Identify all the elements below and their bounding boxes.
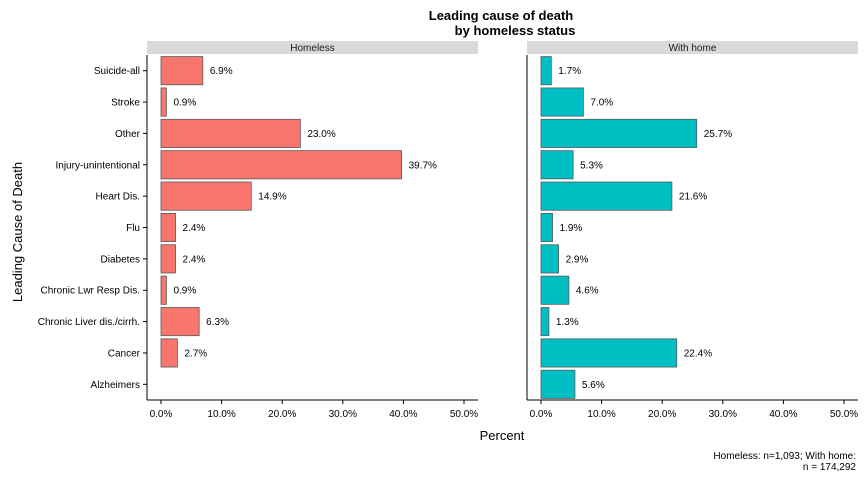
bar xyxy=(160,150,402,180)
bar xyxy=(540,56,552,86)
chart-title-line1: Leading cause of death xyxy=(429,8,574,23)
panel-strip-label: With home xyxy=(669,43,717,54)
panel-strip-label: Homeless xyxy=(290,43,334,54)
bar xyxy=(160,244,176,274)
bar xyxy=(540,212,553,243)
bar-value-label: 2.9% xyxy=(566,254,589,265)
y-tick-labels: Suicide-all Stroke Other Injury-unintention… xyxy=(38,66,147,391)
bar xyxy=(160,275,167,305)
bar-value-label: 6.9% xyxy=(210,66,233,77)
bar-value-label: 2.4% xyxy=(183,223,206,234)
x-tick-label: 40.0% xyxy=(389,409,417,420)
bar xyxy=(540,369,576,399)
bar-value-label: 5.3% xyxy=(580,160,603,171)
y-axis-label: Leading Cause of Death xyxy=(10,162,25,302)
bar xyxy=(540,244,559,274)
chart-title-line2: by homeless status xyxy=(455,23,576,38)
y-tick-label: Stroke xyxy=(111,98,140,109)
x-tick-label: 50.0% xyxy=(830,409,858,420)
bar xyxy=(160,212,176,243)
bar-value-label: 2.7% xyxy=(184,348,207,359)
x-axis-label: Percent xyxy=(480,428,525,443)
bar-value-label: 14.9% xyxy=(258,192,286,203)
panel-strip xyxy=(527,41,858,54)
bar-value-label: 21.6% xyxy=(679,192,707,203)
y-tick-label: Cancer xyxy=(108,348,141,359)
x-tick-label: 0.0% xyxy=(150,409,173,420)
bar xyxy=(160,338,178,368)
bar-value-label: 7.0% xyxy=(590,98,613,109)
panels: Homeless 0.0% 10.0% 20.0% 30.0% 40.0% 50.0% 6.9… xyxy=(146,41,858,420)
y-tick-label: Flu xyxy=(126,223,140,234)
bar xyxy=(160,118,301,148)
bar-value-label: 5.6% xyxy=(582,380,605,391)
y-tick-label: Other xyxy=(115,129,141,140)
y-tick-label: Suicide-all xyxy=(94,66,140,77)
panel-with-home: With home 0.0% 10.0% 20.0% 30.0% 40.0% 50.0% 1.… xyxy=(526,41,858,420)
caption-line2: n = 174,292 xyxy=(803,462,857,473)
y-tick-label: Injury-unintentional xyxy=(56,160,141,171)
y-tick-label: Diabetes xyxy=(101,254,140,265)
bar-value-label: 1.7% xyxy=(558,66,581,77)
bar xyxy=(160,87,167,117)
bar xyxy=(540,118,698,148)
panel-homeless: Homeless 0.0% 10.0% 20.0% 30.0% 40.0% 50.0% 6.9… xyxy=(146,41,478,420)
bar-value-label: 1.9% xyxy=(560,223,583,234)
bar xyxy=(540,275,570,305)
bar-value-label: 25.7% xyxy=(704,129,732,140)
bar xyxy=(160,56,204,86)
x-tick-label: 50.0% xyxy=(450,409,478,420)
bar-value-label: 0.9% xyxy=(173,286,196,297)
x-tick-label: 10.0% xyxy=(587,409,615,420)
x-tick-label: 20.0% xyxy=(268,409,296,420)
x-tick-label: 20.0% xyxy=(648,409,676,420)
bar xyxy=(540,87,584,117)
y-tick-label: Alzheimers xyxy=(91,380,140,391)
bar xyxy=(540,338,678,368)
bar xyxy=(540,150,574,180)
x-tick-label: 30.0% xyxy=(329,409,357,420)
bar-value-label: 2.4% xyxy=(183,254,206,265)
x-tick-label: 30.0% xyxy=(709,409,737,420)
x-tick-label: 40.0% xyxy=(769,409,797,420)
bar xyxy=(160,307,200,337)
bar-value-label: 4.6% xyxy=(576,286,599,297)
bar-value-label: 0.9% xyxy=(173,98,196,109)
bar-value-label: 22.4% xyxy=(684,348,712,359)
x-tick-label: 0.0% xyxy=(530,409,553,420)
panel-strip xyxy=(147,41,478,54)
bar-value-label: 6.3% xyxy=(206,317,229,328)
bar xyxy=(540,181,673,211)
bar-value-label: 23.0% xyxy=(307,129,335,140)
y-tick-label: Chronic Liver dis./cirrh. xyxy=(38,317,140,328)
x-tick-label: 10.0% xyxy=(207,409,235,420)
bar-value-label: 39.7% xyxy=(409,160,437,171)
bar xyxy=(160,181,252,211)
caption-line1: Homeless: n=1,093; With home: xyxy=(713,451,856,462)
bar xyxy=(540,307,550,337)
y-tick-label: Chronic Lwr Resp Dis. xyxy=(41,286,140,297)
bar-value-label: 1.3% xyxy=(556,317,579,328)
y-tick-label: Heart Dis. xyxy=(96,192,140,203)
